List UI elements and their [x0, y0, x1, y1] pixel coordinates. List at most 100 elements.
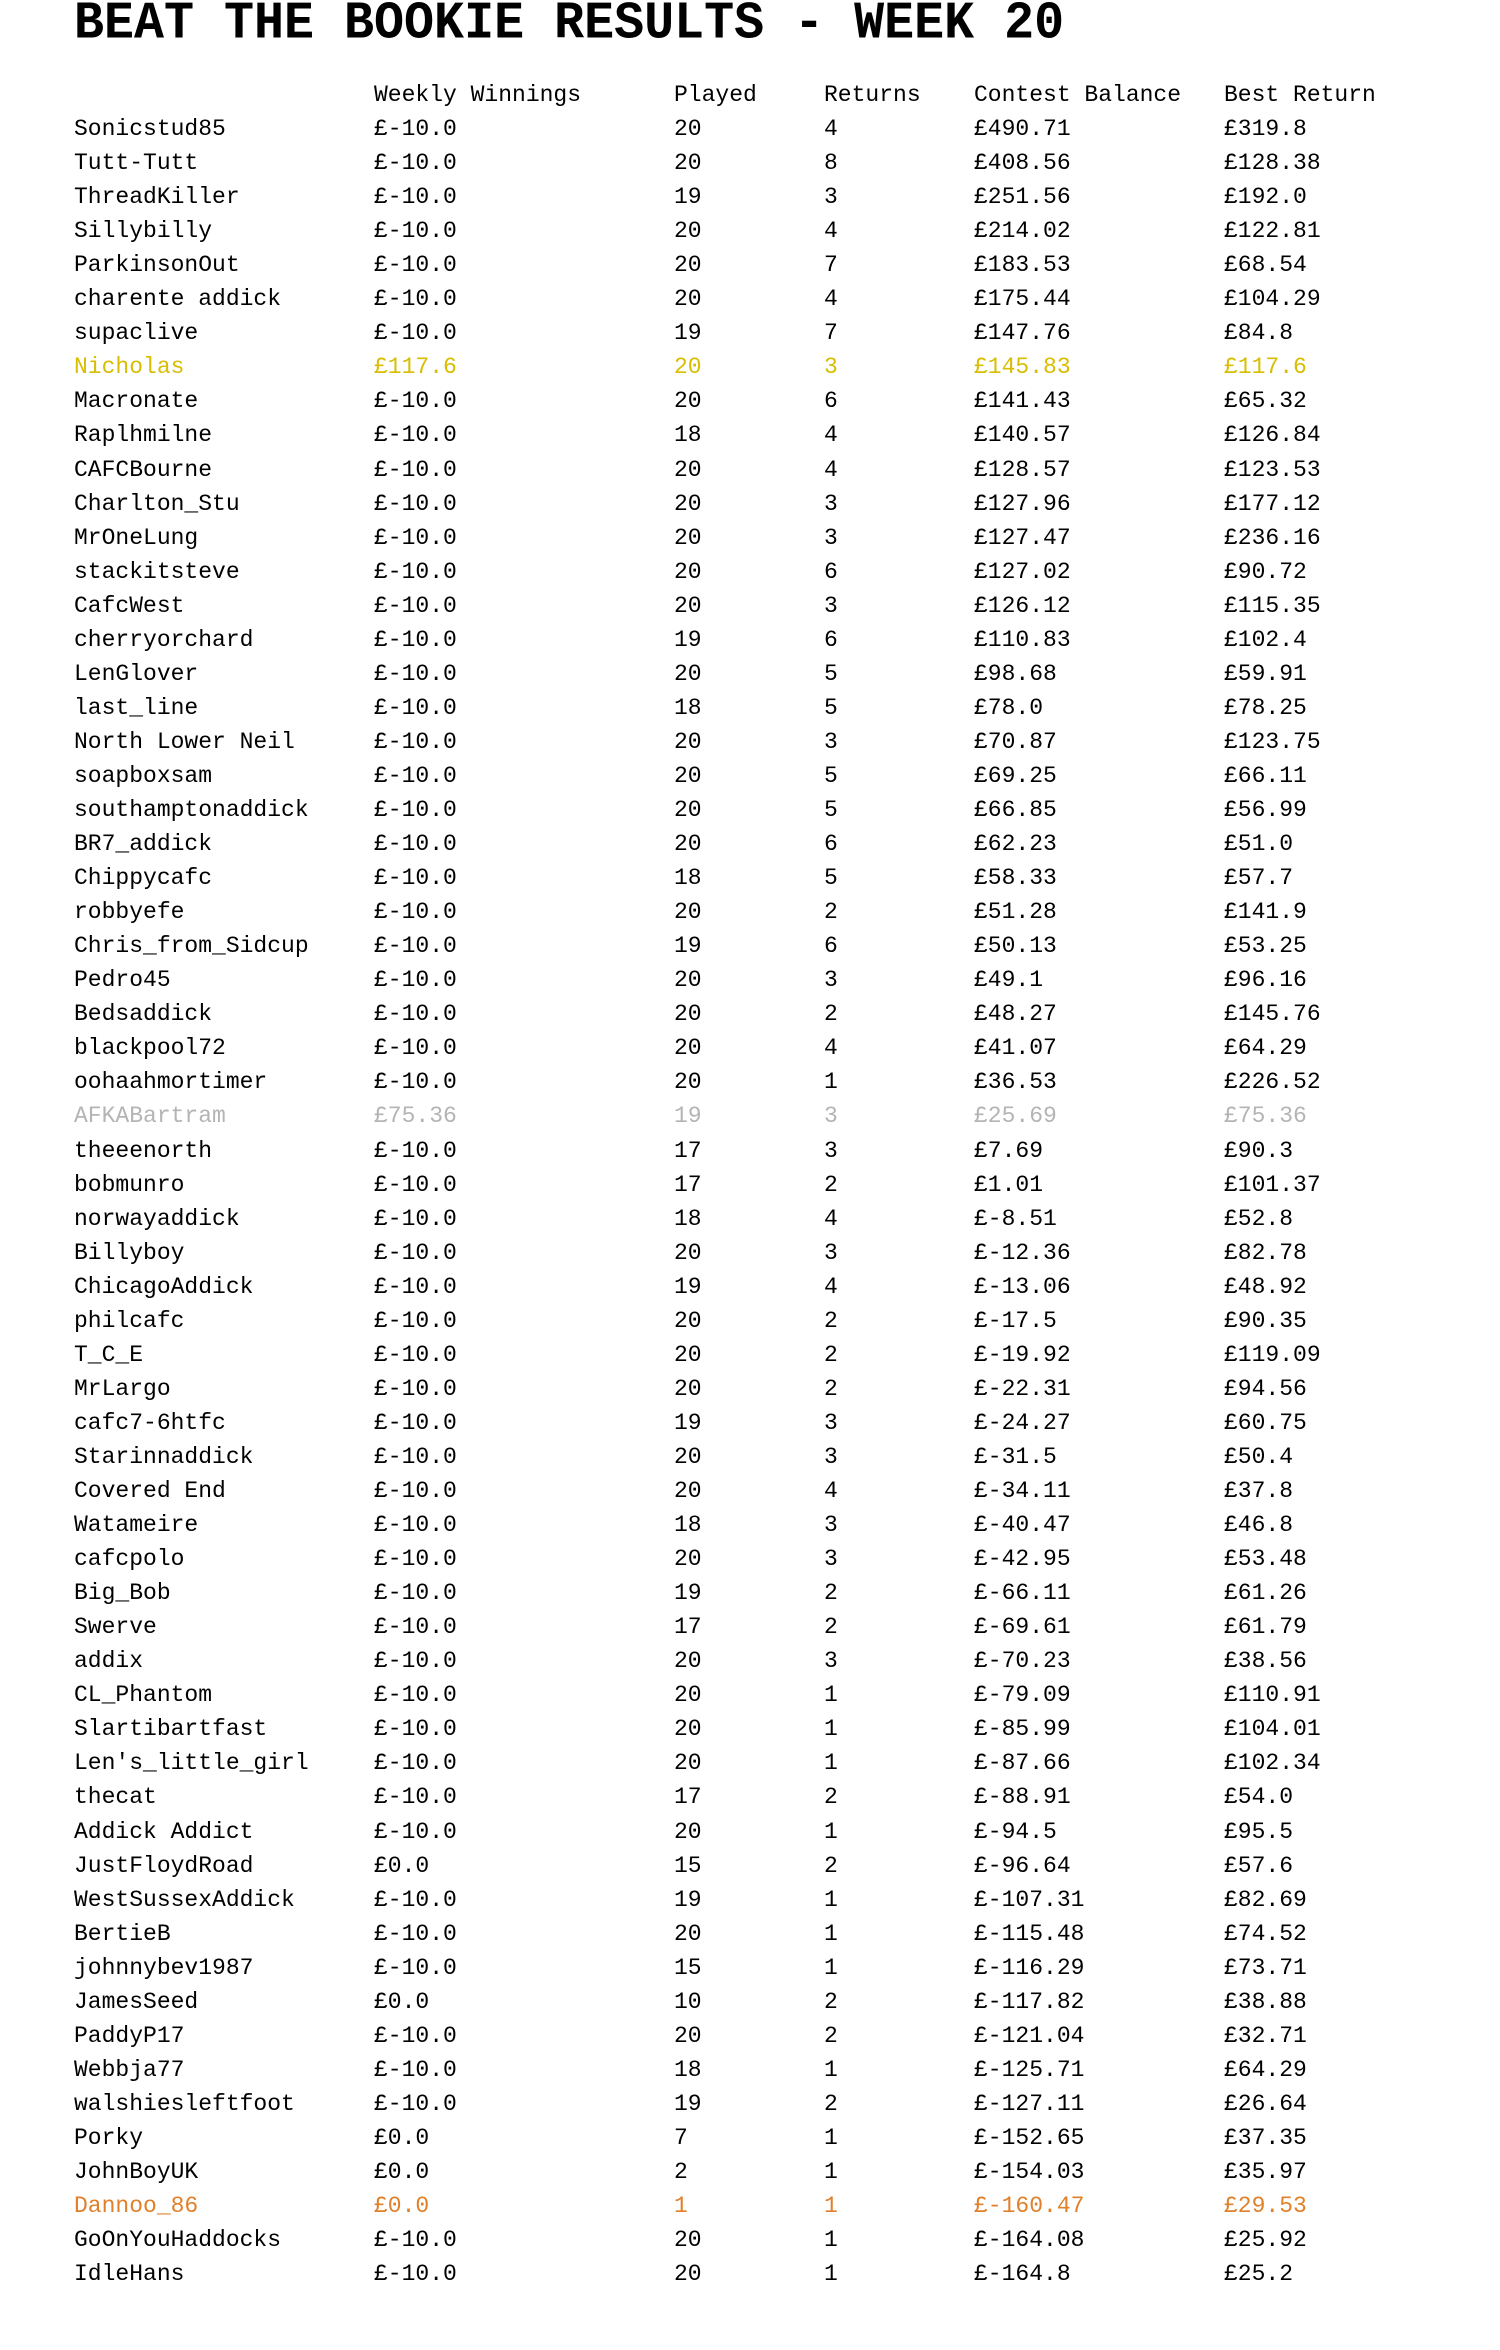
- contest-balance: £-12.36: [974, 1239, 1071, 1266]
- weekly-winnings: £-10.0: [374, 1341, 457, 1368]
- weekly-winnings: £75.36: [374, 1103, 457, 1130]
- returns: 4: [824, 116, 838, 142]
- table-row: oohaahmortimer £-10.0 20 1 £36.53 £226.52: [0, 1065, 1500, 1099]
- table-row: WestSussexAddick £-10.0 19 1 £-107.31 £82.69: [0, 1883, 1500, 1917]
- best-return: £57.7: [1224, 865, 1294, 892]
- played: 19: [674, 1273, 702, 1300]
- table-row: Charlton_Stu £-10.0 20 3 £127.96 £177.12: [0, 487, 1500, 521]
- table-row: MrLargo £-10.0 20 2 £-22.31 £94.56: [0, 1372, 1500, 1406]
- best-return: £226.52: [1224, 1069, 1321, 1096]
- weekly-winnings: £-10.0: [374, 1648, 457, 1675]
- best-return: £61.79: [1224, 1614, 1307, 1641]
- contest-balance: £-70.23: [974, 1648, 1071, 1675]
- best-return: £82.69: [1224, 1886, 1307, 1913]
- returns: 3: [824, 1103, 838, 1130]
- best-return: £46.8: [1224, 1512, 1294, 1539]
- returns: 4: [824, 456, 838, 483]
- best-return: £104.29: [1224, 286, 1321, 313]
- player-name: Swerve: [74, 1614, 157, 1641]
- weekly-winnings: £0.0: [374, 1988, 430, 2015]
- returns: 2: [824, 1341, 838, 1368]
- contest-balance: £-164.8: [974, 2261, 1071, 2288]
- contest-balance: £69.25: [974, 762, 1057, 789]
- returns: 4: [824, 422, 838, 449]
- weekly-winnings: £0.0: [374, 1852, 430, 1879]
- contest-balance: £-17.5: [974, 1307, 1057, 1334]
- played: 19: [674, 1580, 702, 1607]
- best-return: £123.53: [1224, 456, 1321, 483]
- table-row: Sonicstud85 £-10.0 20 4 £490.71 £319.8: [0, 112, 1500, 146]
- weekly-winnings: £-10.0: [374, 660, 457, 687]
- best-return: £53.48: [1224, 1546, 1307, 1573]
- contest-balance: £25.69: [974, 1103, 1057, 1130]
- played: 15: [674, 1852, 702, 1879]
- player-name: Covered End: [74, 1478, 226, 1504]
- table-row: Chris_from_Sidcup £-10.0 19 6 £50.13 £53.25: [0, 929, 1500, 963]
- contest-balance: £-24.27: [974, 1409, 1071, 1436]
- table-row: Dannoo_86 £0.0 1 1 £-160.47 £29.53: [0, 2189, 1500, 2223]
- player-name: supaclive: [74, 320, 199, 347]
- played: 20: [674, 1375, 702, 1402]
- player-name: Charlton_Stu: [74, 490, 240, 517]
- contest-balance: £78.0: [974, 694, 1044, 721]
- weekly-winnings: £-10.0: [374, 1920, 457, 1947]
- weekly-winnings: £-10.0: [374, 626, 457, 653]
- contest-balance: £-154.03: [974, 2159, 1085, 2185]
- contest-balance: £50.13: [974, 933, 1057, 960]
- best-return: £115.35: [1224, 592, 1321, 619]
- returns: 2: [824, 1307, 838, 1334]
- played: 20: [674, 1478, 702, 1504]
- returns: 3: [824, 184, 838, 211]
- table-row: CAFCBourne £-10.0 20 4 £128.57 £123.53: [0, 453, 1500, 487]
- table-row: Billyboy £-10.0 20 3 £-12.36 £82.78: [0, 1236, 1500, 1270]
- best-return: £84.8: [1224, 320, 1294, 347]
- table-row: addix £-10.0 20 3 £-70.23 £38.56: [0, 1644, 1500, 1678]
- player-name: charente addick: [74, 286, 282, 313]
- weekly-winnings: £-10.0: [374, 1818, 457, 1845]
- returns: 5: [824, 660, 838, 687]
- weekly-winnings: £-10.0: [374, 1512, 457, 1539]
- best-return: £57.6: [1224, 1852, 1294, 1879]
- played: 20: [674, 592, 702, 619]
- played: 19: [674, 320, 702, 347]
- best-return: £25.2: [1224, 2261, 1294, 2288]
- weekly-winnings: £-10.0: [374, 797, 457, 823]
- returns: 2: [824, 2090, 838, 2117]
- player-name: JustFloydRoad: [74, 1852, 254, 1879]
- returns: 2: [824, 1580, 838, 1607]
- played: 18: [674, 1512, 702, 1539]
- header-played: Played: [674, 82, 757, 108]
- player-name: theeenorth: [74, 1137, 213, 1164]
- contest-balance: £-22.31: [974, 1375, 1071, 1402]
- player-name: philcafc: [74, 1307, 185, 1334]
- contest-balance: £7.69: [974, 1137, 1044, 1164]
- contest-balance: £-88.91: [974, 1784, 1071, 1811]
- best-return: £145.76: [1224, 1001, 1321, 1028]
- best-return: £95.5: [1224, 1818, 1294, 1845]
- played: 20: [674, 2022, 702, 2049]
- best-return: £141.9: [1224, 899, 1307, 926]
- best-return: £37.8: [1224, 1478, 1294, 1504]
- table-row: Len's_little_girl £-10.0 20 1 £-87.66 £102.34: [0, 1746, 1500, 1780]
- contest-balance: £36.53: [974, 1069, 1057, 1096]
- weekly-winnings: £-10.0: [374, 1750, 457, 1777]
- player-name: LenGlover: [74, 660, 199, 687]
- contest-balance: £-19.92: [974, 1341, 1071, 1368]
- table-row: supaclive £-10.0 19 7 £147.76 £84.8: [0, 316, 1500, 350]
- table-row: Pedro45 £-10.0 20 3 £49.1 £96.16: [0, 963, 1500, 997]
- played: 10: [674, 1988, 702, 2015]
- contest-balance: £-164.08: [974, 2227, 1085, 2254]
- weekly-winnings: £-10.0: [374, 831, 457, 858]
- contest-balance: £58.33: [974, 865, 1057, 892]
- returns: 6: [824, 626, 838, 653]
- contest-balance: £183.53: [974, 252, 1071, 279]
- weekly-winnings: £-10.0: [374, 694, 457, 721]
- contest-balance: £66.85: [974, 797, 1057, 823]
- table-row: Starinnaddick £-10.0 20 3 £-31.5 £50.4: [0, 1440, 1500, 1474]
- weekly-winnings: £-10.0: [374, 252, 457, 279]
- weekly-winnings: £-10.0: [374, 388, 457, 415]
- weekly-winnings: £-10.0: [374, 1307, 457, 1334]
- weekly-winnings: £-10.0: [374, 150, 457, 177]
- player-name: southamptonaddick: [74, 797, 309, 823]
- returns: 3: [824, 1409, 838, 1436]
